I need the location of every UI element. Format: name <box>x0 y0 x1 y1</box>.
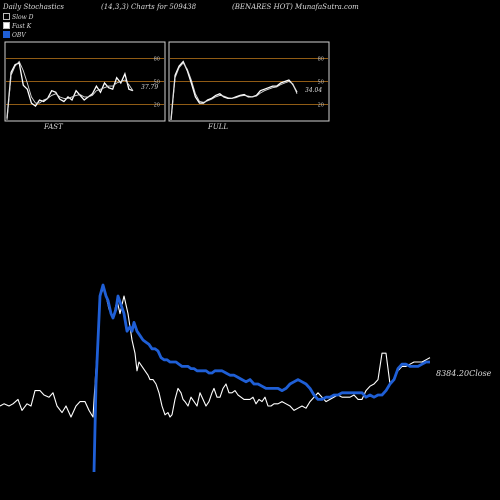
fast-panel-title: FAST <box>44 123 63 131</box>
fast-series-fast-k <box>6 62 134 119</box>
legend-slow-d-label: Slow D <box>12 14 34 21</box>
fast-series-slow-d <box>6 60 134 121</box>
legend-obv-swatch <box>3 31 10 38</box>
close-value-label: 8384.20Close <box>436 369 492 378</box>
chart-header-center: (14,3,3) Charts for 509438 <box>101 3 197 11</box>
legend-fast-k-label: Fast K <box>12 23 32 30</box>
chart-header-right: (BENARES HOT) MunafaSutra.com <box>232 3 359 11</box>
full-panel-title: FULL <box>208 123 229 131</box>
chart-header-left: Daily Stochastics <box>3 3 65 11</box>
fast-tick-20: 20 <box>154 103 160 109</box>
legend-slow-d-swatch <box>3 13 10 20</box>
legend-slow-d: Slow D <box>3 13 34 21</box>
full-tick-50: 50 <box>318 80 324 86</box>
fast-tick-50: 50 <box>154 80 160 86</box>
legend-fast-k: Fast K <box>3 22 31 30</box>
fast-last-value: 37.79 <box>141 84 159 91</box>
full-panel-frame <box>168 41 330 122</box>
full-series-slow-d <box>170 62 298 121</box>
obv-line <box>92 283 430 473</box>
full-tick-20: 20 <box>318 103 324 109</box>
legend-fast-k-swatch <box>3 22 10 29</box>
full-last-value: 34.04 <box>305 87 323 94</box>
full-tick-80: 80 <box>318 56 324 62</box>
legend-obv: OBV <box>3 31 26 39</box>
fast-tick-80: 80 <box>154 56 160 62</box>
legend-obv-label: OBV <box>12 32 26 39</box>
full-series-fast-k <box>170 60 298 121</box>
fast-panel-frame <box>4 41 166 122</box>
